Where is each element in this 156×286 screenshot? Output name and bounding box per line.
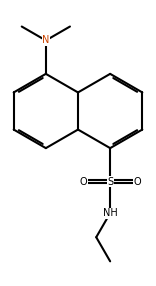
Text: O: O (80, 176, 87, 186)
Text: O: O (133, 176, 141, 186)
Text: S: S (107, 176, 113, 186)
Text: N: N (42, 35, 50, 45)
Text: NH: NH (103, 208, 117, 218)
